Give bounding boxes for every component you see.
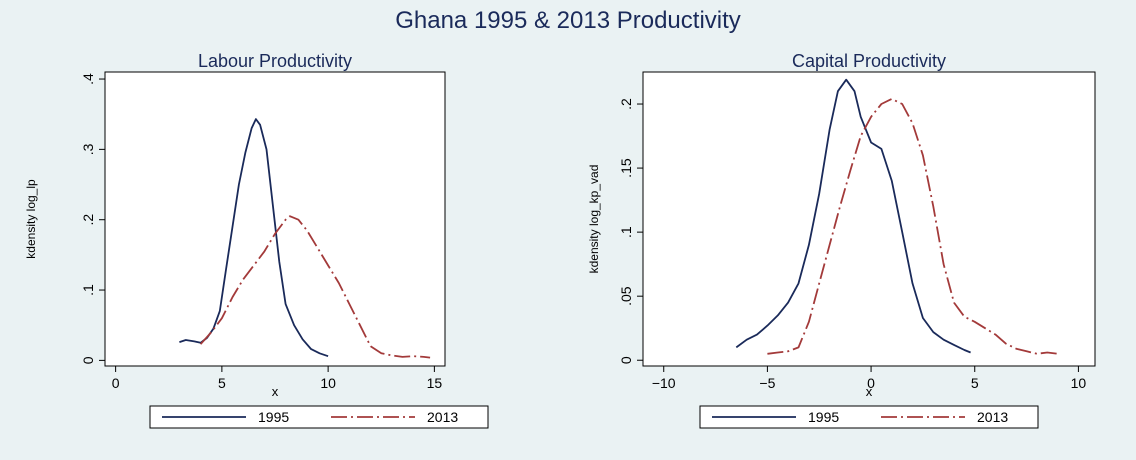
- x-tick-label: 10: [320, 375, 336, 391]
- legend-box: [699, 405, 1039, 429]
- legend-box: [149, 405, 489, 429]
- legend-label: 2013: [977, 409, 1008, 425]
- x-tick-label: 10: [1071, 375, 1087, 391]
- legend-label: 1995: [808, 409, 839, 425]
- figure-title: Ghana 1995 & 2013 Productivity: [395, 7, 741, 34]
- chart-panel-2: Capital Productivity −10 −5 0 5 10 0 .05 .1 .15 .2…: [587, 51, 1096, 429]
- x-tick-label: 5: [218, 375, 226, 391]
- series-line-2013: [767, 98, 1058, 355]
- plot-area: [642, 71, 1096, 367]
- x-tick-label: −10: [652, 375, 676, 391]
- legend-label: 2013: [427, 409, 458, 425]
- chart-panel-1: Labour Productivity 0 5 10 15 0 .1 .2 .3 .4 x kdens…: [24, 51, 489, 429]
- series-line-2013: [199, 215, 431, 359]
- chart-panels: Labour Productivity 0 5 10 15 0 .1 .2 .3 .4 x kdens…: [24, 51, 1096, 429]
- x-tick-label: 5: [971, 375, 979, 391]
- y-tick-label: .3: [80, 143, 96, 155]
- y-tick-label: 0: [80, 356, 96, 364]
- y-axis-label: kdensity log_lp: [24, 179, 38, 259]
- chart-title: Capital Productivity: [792, 51, 946, 71]
- x-axis-label: x: [866, 384, 873, 399]
- legend: 1995 2013: [699, 405, 1039, 429]
- x-tick-label: 15: [427, 375, 443, 391]
- x-tick-label: −5: [759, 375, 775, 391]
- y-tick-label: .4: [80, 73, 96, 85]
- series-line-1995: [735, 78, 971, 354]
- x-tick-label: 0: [112, 375, 120, 391]
- y-tick-label: .2: [80, 214, 96, 226]
- y-tick-label: .05: [618, 286, 634, 306]
- legend: 1995 2013: [149, 405, 489, 429]
- x-axis-label: x: [272, 384, 279, 399]
- y-axis-label: kdensity log_kp_vad: [587, 165, 601, 274]
- y-tick-label: .1: [80, 284, 96, 296]
- y-tick-label: .2: [618, 98, 634, 110]
- y-tick-label: .1: [618, 226, 634, 238]
- y-tick-label: 0: [618, 356, 634, 364]
- y-tick-label: .15: [618, 158, 634, 178]
- chart-title: Labour Productivity: [198, 51, 352, 71]
- legend-label: 1995: [258, 409, 289, 425]
- x-tick-label: 0: [867, 375, 875, 391]
